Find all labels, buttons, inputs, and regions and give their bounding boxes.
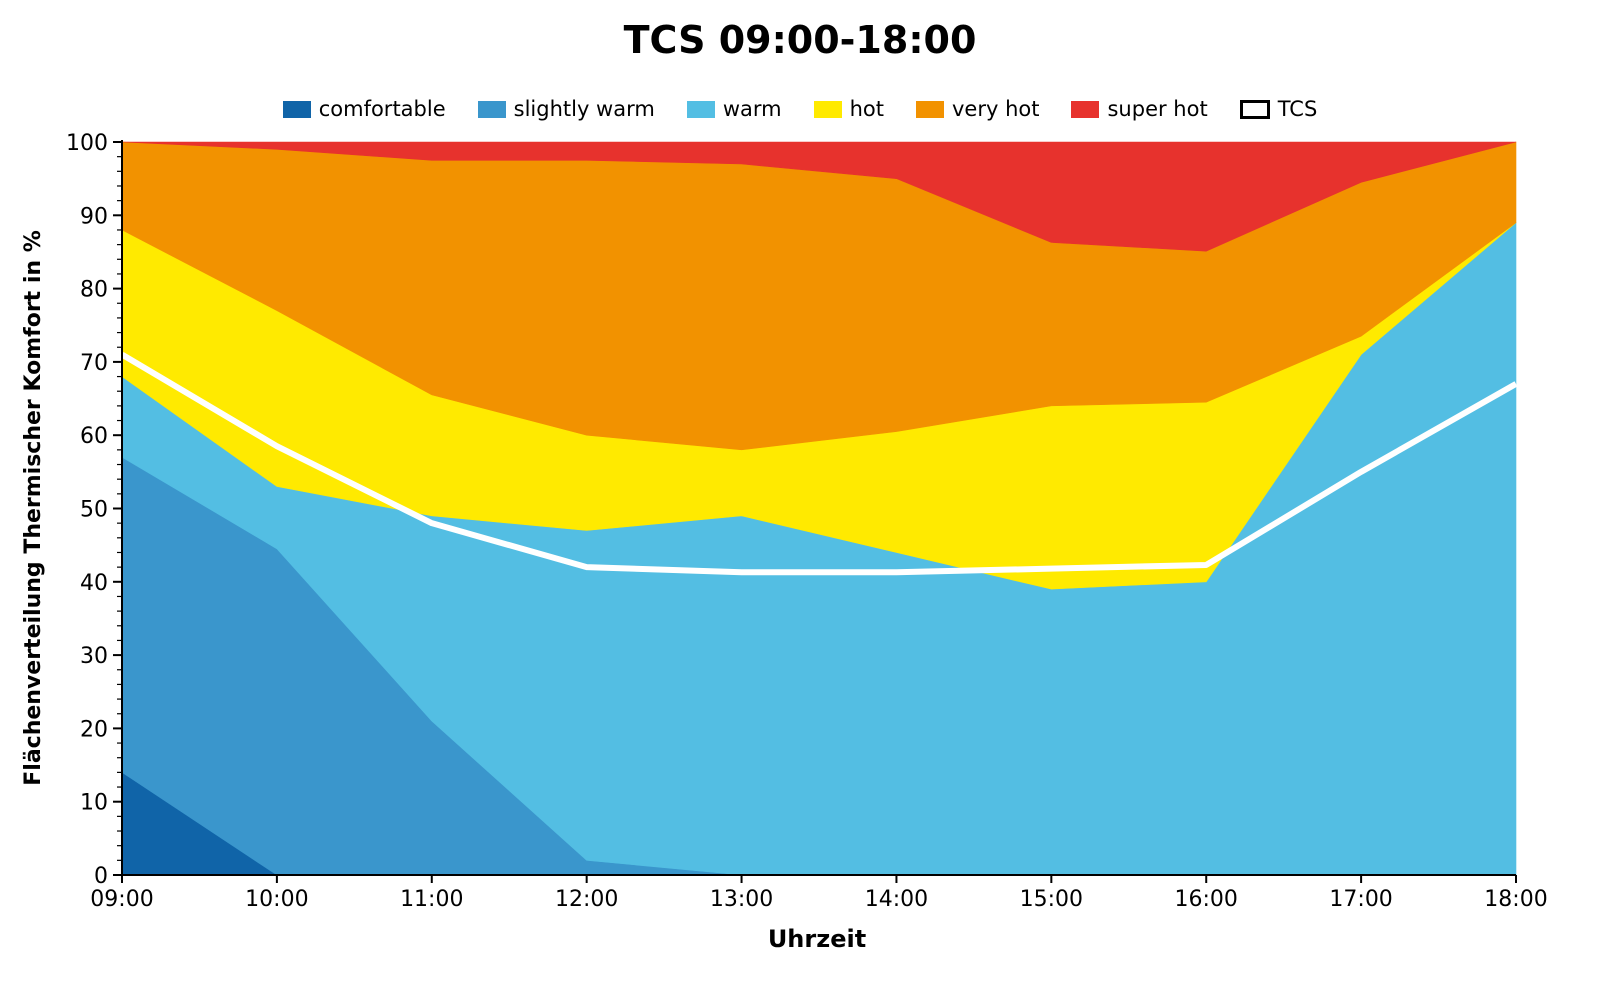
- legend-swatch: [916, 100, 944, 118]
- legend-item: slightly warm: [477, 97, 655, 121]
- x-tick-label: 09:00: [90, 887, 153, 912]
- legend-swatch: [477, 100, 506, 118]
- y-tick-label: 80: [80, 278, 108, 303]
- y-tick-label: 0: [94, 864, 108, 889]
- legend-swatch: [282, 100, 311, 118]
- area-super-hot: [121, 141, 1517, 252]
- tcs-line: [120, 351, 1518, 576]
- legend: comfortable slightly warm warm hot very hot s…: [0, 97, 1600, 121]
- y-tick-label: 100: [66, 131, 108, 156]
- legend-item: comfortable: [282, 97, 446, 121]
- legend-label: slightly warm: [513, 97, 655, 121]
- y-tick-label: 90: [80, 204, 108, 229]
- legend-item: very hot: [916, 97, 1039, 121]
- legend-swatch: [813, 100, 842, 118]
- y-tick-label: 60: [80, 424, 108, 449]
- legend-item: warm: [686, 97, 782, 121]
- legend-item: super hot: [1071, 97, 1208, 121]
- legend-swatch: [1071, 100, 1100, 118]
- legend-item: TCS: [1239, 97, 1318, 121]
- legend-label: hot: [849, 97, 884, 121]
- x-tick-label: 12:00: [555, 887, 618, 912]
- y-axis-label: Flächenverteilung Thermischer Komfort in…: [21, 230, 46, 786]
- axes: 0 10 20 30 40 50 60 70 80 90 100 09:00 10:00 11:00 12:…: [66, 131, 1548, 912]
- x-tick-label: 17:00: [1329, 887, 1392, 912]
- x-tick-label: 11:00: [400, 887, 463, 912]
- legend-label: super hot: [1107, 97, 1208, 121]
- legend-swatch: [686, 100, 715, 118]
- area-layers: [121, 141, 1517, 876]
- legend-label: TCS: [1277, 97, 1318, 121]
- y-tick-label: 20: [80, 717, 108, 742]
- y-tick-label: 30: [80, 644, 108, 669]
- y-tick-label: 40: [80, 571, 108, 596]
- x-tick-label: 16:00: [1175, 887, 1238, 912]
- legend-label: comfortable: [318, 97, 446, 121]
- x-tick-label: 14:00: [865, 887, 928, 912]
- legend-item: hot: [813, 97, 884, 121]
- x-tick-label: 13:00: [710, 887, 773, 912]
- x-tick-label: 15:00: [1020, 887, 1083, 912]
- legend-label: very hot: [952, 97, 1040, 121]
- legend-swatch: [1239, 99, 1270, 119]
- x-axis-label: Uhrzeit: [768, 925, 866, 953]
- tcs-line-layer: [120, 351, 1518, 576]
- x-tick-label: 10:00: [245, 887, 308, 912]
- legend-label: warm: [722, 97, 782, 121]
- y-tick-label: 50: [80, 498, 108, 523]
- chart-title: TCS 09:00-18:00: [623, 18, 977, 62]
- x-tick-label: 18:00: [1484, 887, 1547, 912]
- y-tick-label: 10: [80, 791, 108, 816]
- y-tick-label: 70: [80, 351, 108, 376]
